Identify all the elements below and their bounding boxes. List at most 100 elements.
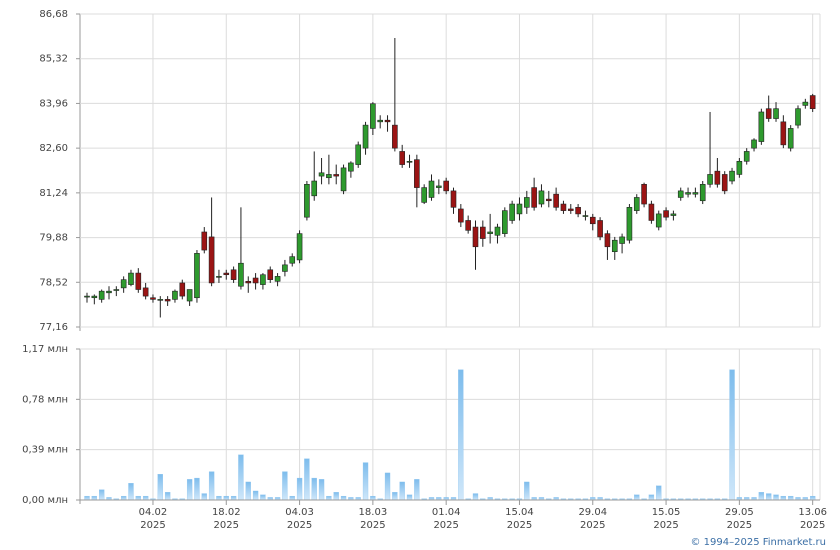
candle-body bbox=[186, 289, 193, 302]
candle-body bbox=[326, 174, 332, 179]
candle-body bbox=[494, 226, 501, 236]
volume-bar bbox=[414, 479, 420, 501]
candle-body bbox=[480, 226, 486, 239]
candle-body bbox=[172, 290, 178, 300]
candle-body bbox=[311, 180, 318, 197]
candle-body bbox=[721, 174, 728, 192]
candle-body bbox=[670, 213, 677, 216]
candle-body bbox=[685, 192, 691, 195]
x-tick-label: 29.05 bbox=[725, 507, 754, 518]
volume-bar bbox=[245, 481, 251, 501]
candle-body bbox=[655, 213, 662, 228]
volume-bar bbox=[318, 479, 325, 501]
candle-body bbox=[377, 119, 384, 123]
volume-bar bbox=[194, 477, 200, 501]
candle-body bbox=[120, 279, 127, 289]
volume-bar bbox=[201, 493, 207, 501]
candle-body bbox=[567, 208, 574, 211]
candle-body bbox=[318, 172, 325, 177]
candle-body bbox=[106, 290, 112, 294]
candle-body bbox=[91, 295, 98, 299]
candle-body bbox=[113, 289, 120, 291]
volume-bar bbox=[392, 492, 398, 501]
volume-bar bbox=[230, 495, 237, 501]
candle-body bbox=[458, 208, 464, 223]
volume-bar bbox=[260, 494, 266, 501]
candle-body bbox=[582, 215, 589, 217]
volume-bar bbox=[91, 495, 97, 501]
volume-bar bbox=[84, 495, 90, 501]
candle-body bbox=[677, 190, 684, 198]
x-tick-label: 2025 bbox=[214, 520, 239, 531]
volume-bar bbox=[384, 472, 391, 501]
volume-bar bbox=[406, 494, 413, 501]
candle-body bbox=[707, 174, 713, 185]
volume-bar bbox=[216, 495, 222, 501]
candle-body bbox=[611, 239, 618, 253]
candle-body bbox=[553, 193, 559, 208]
x-tick-label: 2025 bbox=[360, 520, 385, 531]
y-tick-label: 77,16 bbox=[39, 322, 68, 333]
volume-bar bbox=[128, 483, 134, 501]
candle-body bbox=[765, 108, 772, 119]
volume-bar bbox=[208, 471, 215, 501]
candle-body bbox=[692, 192, 699, 195]
y-tick-label: 0,00 млн bbox=[22, 495, 68, 506]
candle-body bbox=[780, 121, 787, 146]
volume-bar bbox=[458, 369, 464, 501]
volume-bar bbox=[810, 495, 816, 501]
candle-body bbox=[597, 220, 603, 238]
x-tick-label: 2025 bbox=[580, 520, 605, 531]
volume-bar bbox=[780, 495, 786, 501]
volume-bar bbox=[766, 493, 772, 501]
candle-body bbox=[575, 207, 581, 215]
candle-body bbox=[699, 184, 706, 202]
volume-bar bbox=[289, 495, 295, 501]
candle-body bbox=[296, 233, 303, 261]
candle-body bbox=[560, 203, 567, 211]
candle-body bbox=[604, 233, 611, 248]
volume-bar bbox=[472, 493, 479, 501]
candle-body bbox=[98, 290, 105, 300]
x-tick-label: 2025 bbox=[653, 520, 678, 531]
candle-body bbox=[260, 274, 266, 285]
y-tick-label: 83,96 bbox=[39, 98, 68, 109]
volume-bar bbox=[142, 495, 149, 501]
candle-body bbox=[773, 108, 779, 119]
candle-body bbox=[809, 95, 816, 109]
volume-bar bbox=[99, 489, 105, 501]
candle-body bbox=[619, 236, 625, 244]
x-tick-label: 2025 bbox=[140, 520, 165, 531]
y-tick-label: 85,32 bbox=[39, 54, 68, 65]
candle-body bbox=[245, 280, 252, 284]
volume-bar bbox=[758, 492, 765, 501]
x-tick-label: 2025 bbox=[507, 520, 532, 531]
candle-body bbox=[370, 103, 376, 129]
volume-bar bbox=[399, 481, 405, 501]
credit: © 1994–2025 Finmarket.ru bbox=[690, 537, 826, 548]
candle-body bbox=[267, 269, 274, 280]
candle-body bbox=[436, 185, 442, 188]
candle-body bbox=[641, 184, 647, 205]
candle-body bbox=[392, 124, 398, 149]
candle-body bbox=[795, 108, 801, 126]
candle-body bbox=[589, 216, 596, 225]
volume-bar bbox=[186, 479, 193, 501]
volume-bar bbox=[634, 494, 640, 501]
candle-body bbox=[348, 162, 354, 172]
x-tick-label: 29.04 bbox=[578, 507, 607, 518]
candle-body bbox=[714, 170, 721, 185]
candle-body bbox=[399, 151, 405, 165]
candle-body bbox=[736, 160, 743, 175]
candle-body bbox=[545, 198, 552, 202]
candle-body bbox=[333, 174, 340, 177]
x-tick-label: 15.05 bbox=[652, 507, 681, 518]
candle-body bbox=[340, 167, 347, 192]
volume-bar bbox=[773, 494, 779, 501]
candle-body bbox=[252, 277, 259, 284]
candle-body bbox=[509, 203, 515, 221]
candle-body bbox=[758, 111, 765, 142]
candle-body bbox=[414, 159, 420, 188]
candle-body bbox=[282, 264, 288, 272]
candle-body bbox=[194, 253, 200, 299]
